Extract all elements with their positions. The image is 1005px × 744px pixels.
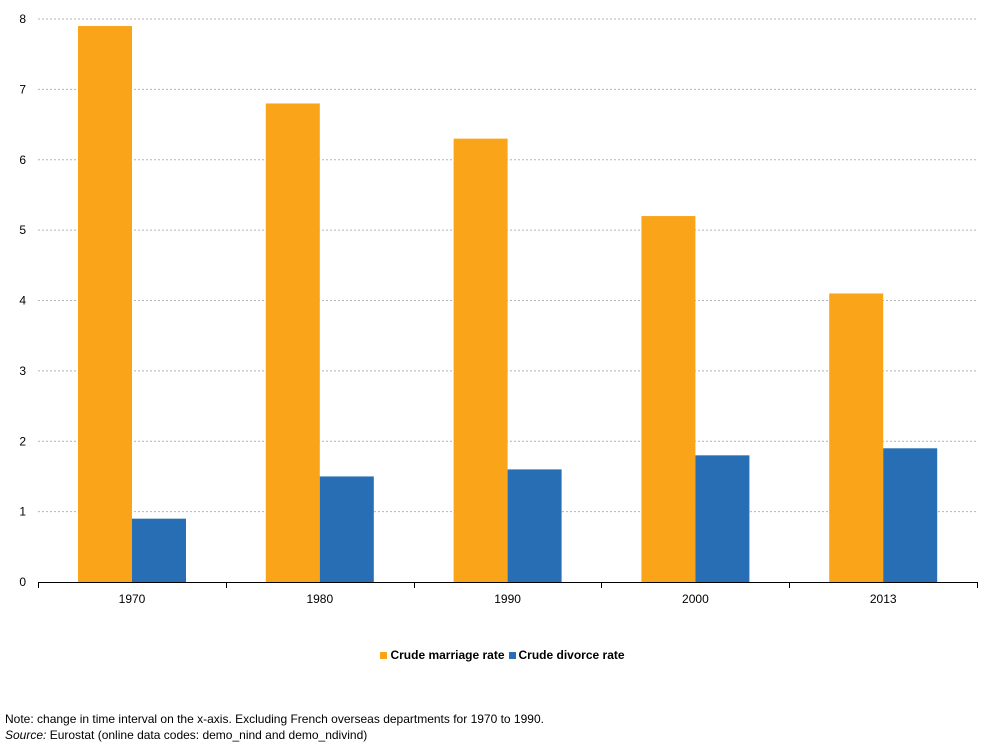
source-text: Eurostat (online data codes: demo_nind a… xyxy=(46,728,368,742)
y-tick-label: 4 xyxy=(19,294,26,308)
bar-marriage-rate xyxy=(453,138,508,582)
y-axis-tick-labels: 0 1 2 3 4 5 6 7 8 xyxy=(19,12,26,589)
legend-swatch-divorce xyxy=(508,651,516,659)
x-tick-label: 1980 xyxy=(306,592,333,606)
bar-marriage-rate xyxy=(78,26,132,583)
legend: Crude marriage rate Crude divorce rate xyxy=(0,648,1005,662)
bar-divorce-rate xyxy=(883,448,938,582)
legend-label-divorce: Crude divorce rate xyxy=(518,648,625,662)
y-tick-label: 0 xyxy=(19,575,26,589)
x-tick-label: 2000 xyxy=(682,592,709,606)
x-axis-tick-labels: 1970 1980 1990 2000 2013 xyxy=(119,592,897,606)
bar-marriage-rate xyxy=(829,293,884,582)
source-line: Source: Eurostat (online data codes: dem… xyxy=(5,727,544,743)
bar-divorce-rate xyxy=(695,455,750,582)
bar-divorce-rate xyxy=(507,469,562,582)
bar-marriage-rate xyxy=(641,216,696,583)
x-axis xyxy=(38,582,978,588)
y-tick-label: 5 xyxy=(19,223,26,237)
note-text: Note: change in time interval on the x-a… xyxy=(5,712,544,726)
bar-marriage-rate xyxy=(265,103,320,582)
y-tick-label: 2 xyxy=(19,434,26,448)
source-label: Source: xyxy=(5,728,47,742)
x-tick-label: 1970 xyxy=(119,592,146,606)
legend-item-divorce: Crude divorce rate xyxy=(508,648,625,662)
y-tick-label: 1 xyxy=(19,505,26,519)
x-tick-label: 1990 xyxy=(494,592,521,606)
bar-divorce-rate xyxy=(319,476,374,582)
y-tick-label: 6 xyxy=(19,153,26,167)
y-tick-label: 3 xyxy=(19,364,26,378)
legend-swatch-marriage xyxy=(380,651,388,659)
bars xyxy=(78,26,938,583)
legend-label-marriage: Crude marriage rate xyxy=(390,648,505,662)
y-tick-label: 8 xyxy=(19,12,26,26)
bar-divorce-rate xyxy=(132,518,186,582)
legend-item-marriage: Crude marriage rate xyxy=(380,648,505,662)
y-tick-label: 7 xyxy=(19,82,26,96)
chart-notes: Note: change in time interval on the x-a… xyxy=(5,711,544,743)
bar-chart: 0 1 2 3 4 5 6 7 8 1970 1980 1990 2000 2013 xyxy=(19,12,978,606)
x-tick-label: 2013 xyxy=(870,592,897,606)
